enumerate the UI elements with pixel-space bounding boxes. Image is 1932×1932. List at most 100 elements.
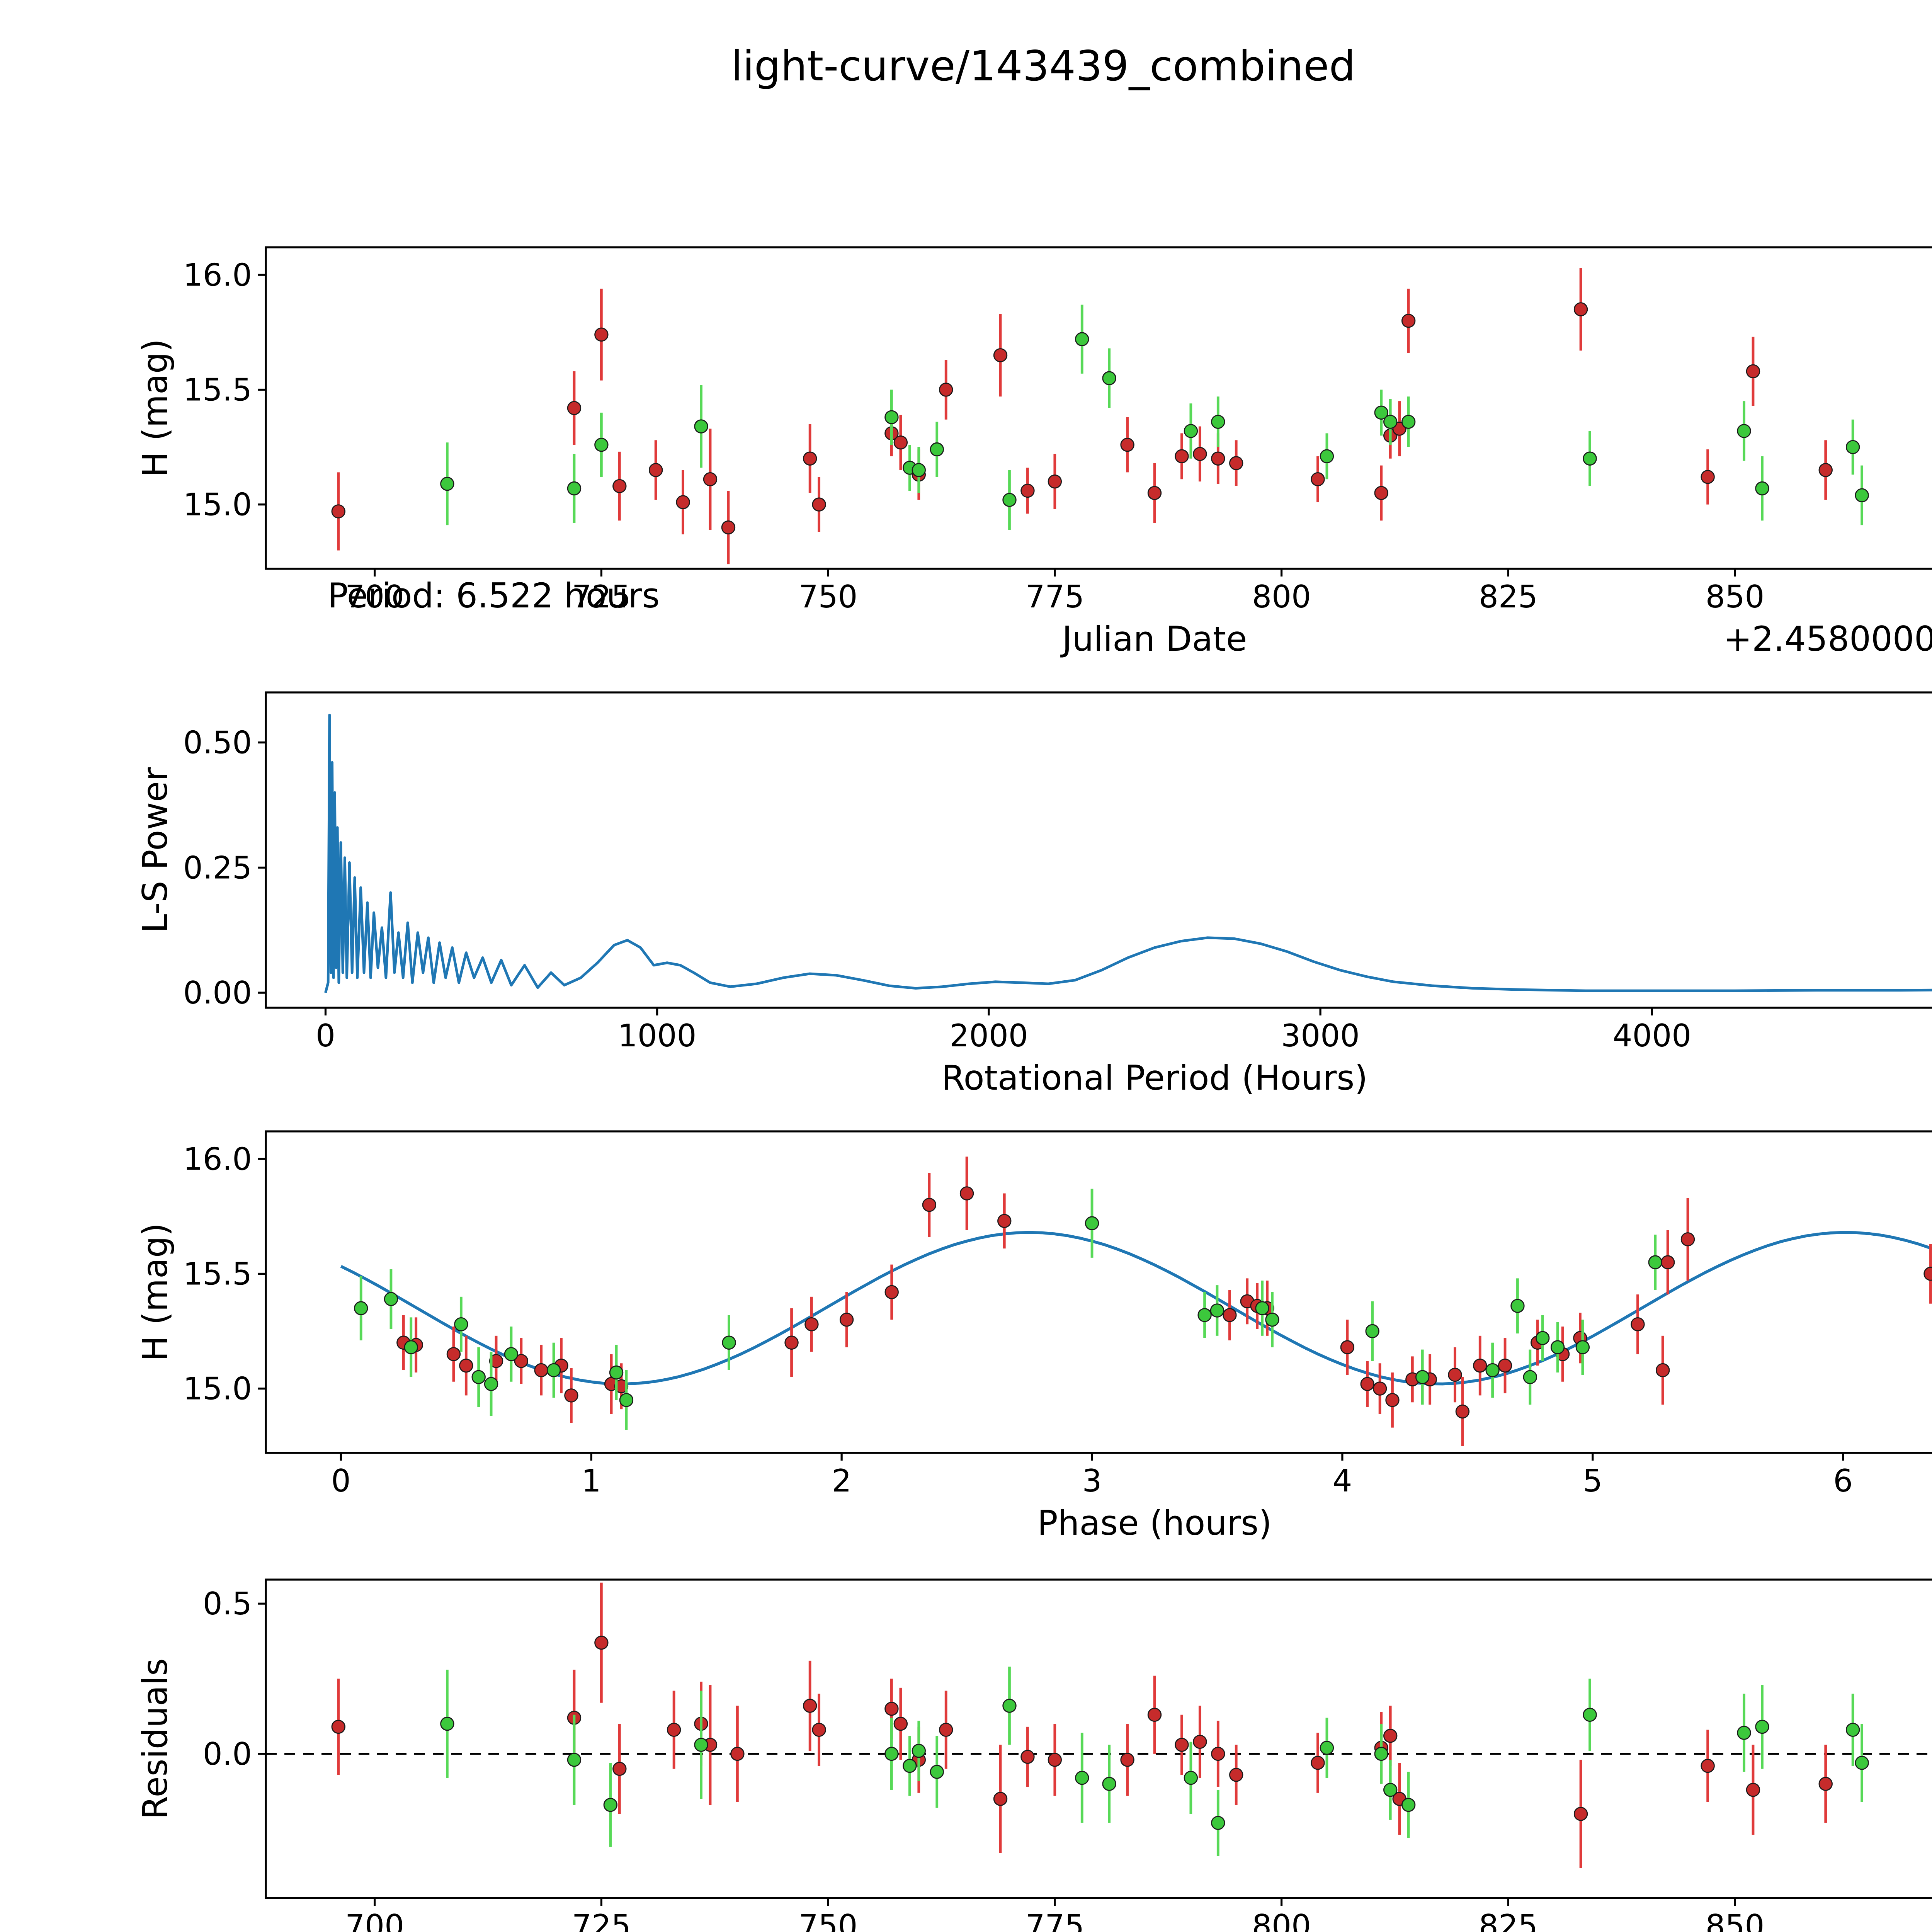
data-point	[721, 520, 736, 535]
data-point	[884, 1285, 899, 1299]
data-point	[1229, 456, 1243, 470]
axes-frame	[265, 1130, 1932, 1454]
data-point	[534, 1363, 548, 1378]
data-point	[1855, 1755, 1869, 1770]
data-point	[1320, 1741, 1334, 1755]
data-point	[1311, 1755, 1325, 1770]
data-point	[993, 348, 1008, 362]
data-point	[1075, 332, 1089, 346]
data-point	[404, 1340, 418, 1354]
data-point	[1701, 1759, 1715, 1773]
data-point	[1415, 1370, 1430, 1384]
data-point	[504, 1347, 519, 1361]
data-point	[912, 463, 926, 477]
lightcurve-ylabel: H (mag)	[135, 339, 175, 477]
residuals-panel: 7007257507758008258508750.00.5	[203, 1578, 1932, 1932]
data-point	[804, 1317, 819, 1332]
dataset-red	[331, 1582, 1833, 1868]
x-tick-label: 725	[572, 579, 631, 615]
data-point	[1020, 483, 1035, 498]
data-point	[1193, 447, 1207, 461]
x-tick-label: 750	[799, 1908, 858, 1932]
data-point	[1211, 451, 1225, 466]
data-point	[1383, 415, 1398, 429]
x-tick-label: 700	[345, 579, 404, 615]
data-point	[703, 472, 718, 486]
data-point	[440, 476, 454, 491]
data-point	[939, 1723, 953, 1737]
y-tick-label: 16.0	[183, 1141, 252, 1177]
data-point	[1211, 1816, 1225, 1830]
y-tick-label: 15.0	[183, 487, 252, 523]
data-point	[1102, 1777, 1116, 1791]
y-tick-label: 15.5	[183, 372, 252, 408]
data-point	[1701, 470, 1715, 484]
data-point	[1102, 371, 1116, 385]
data-point	[1755, 1719, 1769, 1734]
data-point	[1550, 1340, 1565, 1354]
data-point	[959, 1186, 974, 1201]
data-point	[1147, 486, 1162, 500]
data-point	[619, 1393, 634, 1407]
x-tick-label: 775	[1025, 1908, 1084, 1932]
x-tick-label: 850	[1706, 1908, 1765, 1932]
data-point	[1448, 1367, 1462, 1382]
data-point	[1147, 1708, 1162, 1722]
data-point	[331, 504, 345, 519]
dataset-green	[440, 1667, 1869, 1856]
data-point	[594, 437, 609, 452]
data-point	[1184, 1770, 1198, 1785]
data-point	[812, 1723, 826, 1737]
data-point	[1193, 1735, 1207, 1749]
data-point	[1265, 1313, 1279, 1327]
data-point	[1120, 437, 1134, 452]
lightcurve-x-offset: +2.4580000000e6	[1723, 619, 1932, 659]
data-point	[514, 1354, 529, 1368]
x-tick-label: 825	[1479, 579, 1538, 615]
data-point	[722, 1335, 736, 1350]
data-point	[1002, 493, 1017, 507]
x-tick-label: 750	[799, 579, 858, 615]
data-point	[1184, 424, 1198, 438]
axes-frame	[265, 1578, 1932, 1899]
phased-ylabel: H (mag)	[135, 1223, 175, 1361]
data-point	[1365, 1324, 1379, 1338]
data-point	[1845, 440, 1860, 454]
data-point	[489, 1354, 503, 1368]
data-point	[1401, 313, 1416, 328]
data-point	[903, 1759, 917, 1773]
data-point	[1175, 1738, 1189, 1752]
data-point	[1311, 472, 1325, 486]
data-point	[1510, 1299, 1525, 1313]
data-point	[930, 442, 944, 457]
data-point	[1255, 1301, 1269, 1315]
data-point	[884, 410, 899, 424]
x-tick-label: 800	[1252, 579, 1311, 615]
phased-xlabel: Phase (hours)	[1037, 1503, 1272, 1543]
data-point	[1401, 415, 1416, 429]
data-point	[454, 1317, 468, 1332]
data-point	[612, 479, 627, 493]
data-point	[884, 1702, 899, 1716]
data-point	[1340, 1340, 1355, 1354]
data-point	[1680, 1232, 1695, 1247]
data-point	[1120, 1753, 1134, 1767]
data-point	[803, 1699, 817, 1713]
data-point	[1583, 451, 1597, 466]
data-point	[1818, 463, 1833, 477]
data-point	[1383, 1782, 1398, 1797]
data-point	[1573, 302, 1588, 316]
x-tick-label: 0	[316, 1018, 335, 1054]
data-point	[1473, 1358, 1487, 1373]
data-point	[612, 1762, 627, 1776]
data-point	[922, 1197, 937, 1212]
data-point	[484, 1377, 498, 1391]
y-tick-label: 0.00	[183, 975, 252, 1011]
y-tick-label: 15.0	[183, 1371, 252, 1407]
data-point	[1372, 1381, 1387, 1396]
y-tick-label: 0.0	[203, 1736, 252, 1772]
x-tick-label: 1	[582, 1463, 601, 1499]
data-point	[1660, 1255, 1675, 1269]
y-tick-label: 0.50	[183, 725, 252, 761]
